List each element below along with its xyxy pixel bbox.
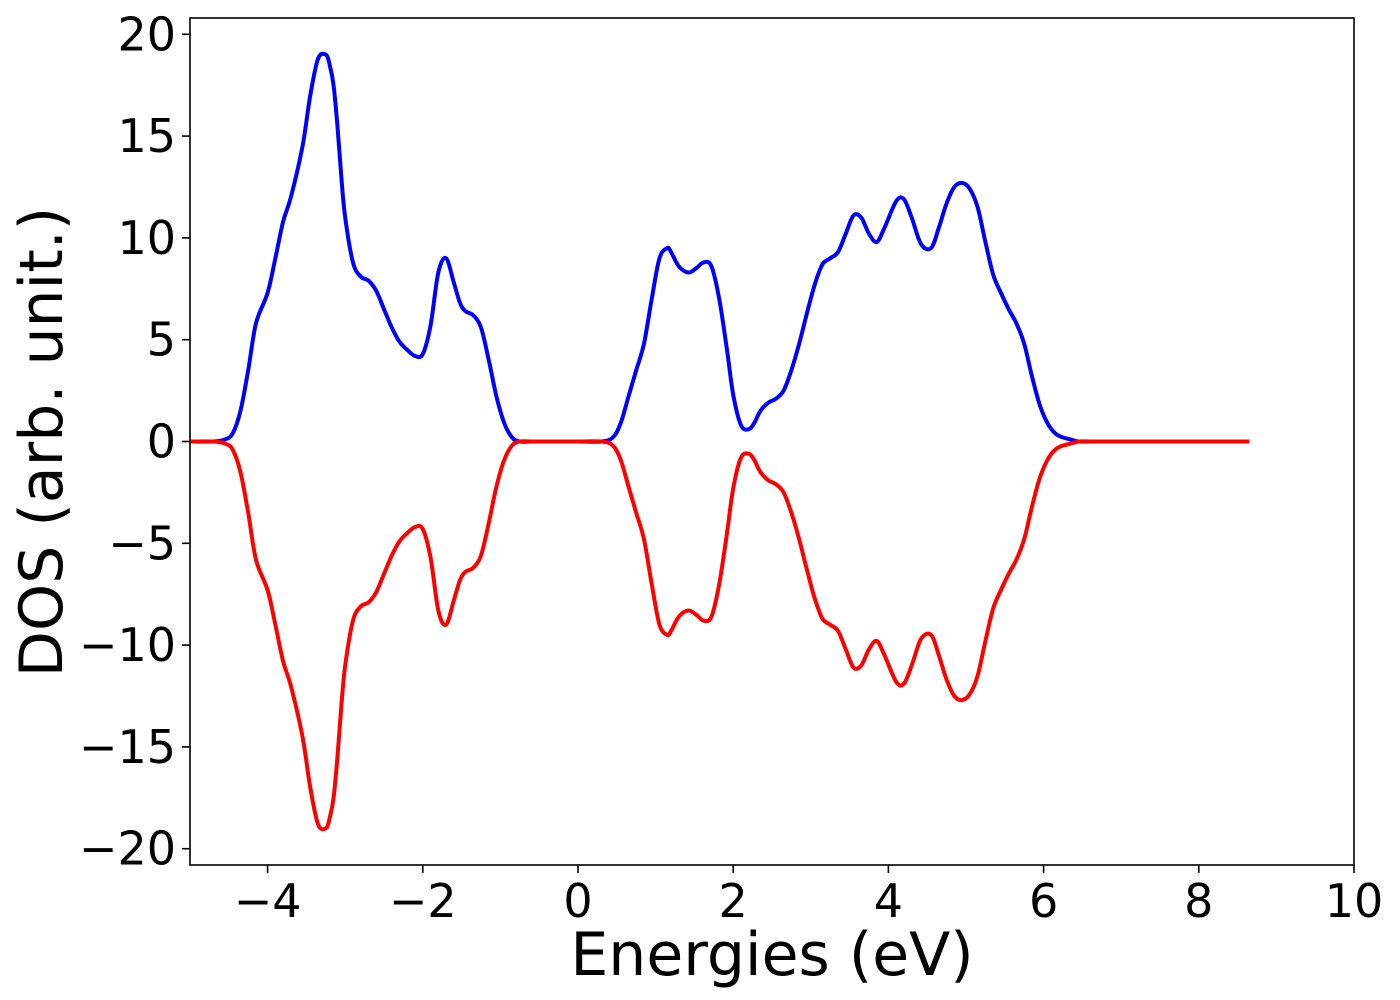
y-tick-label: 10: [117, 211, 176, 265]
y-tick-label: 5: [147, 313, 176, 367]
x-tick-label: 6: [1029, 874, 1058, 928]
x-tick-label: 10: [1325, 874, 1384, 928]
x-axis-ticks: −4 −2 0 2 4 6 8 10: [234, 865, 1384, 928]
y-tick-label: −10: [79, 618, 176, 672]
dos-series-line-2: [189, 439, 1250, 832]
y-tick-label: 0: [147, 415, 176, 469]
series-layer: [189, 51, 1250, 832]
y-tick-label: 15: [117, 109, 176, 163]
y-tick-label: −15: [79, 720, 176, 774]
x-tick-label: 4: [874, 874, 903, 928]
dos-series-line-1: [189, 51, 1250, 444]
y-axis-label: DOS (arb. unit.): [7, 207, 77, 677]
x-tick-label: 8: [1184, 874, 1213, 928]
y-tick-label: −20: [79, 822, 176, 876]
x-tick-label: 0: [563, 874, 592, 928]
x-tick-label: −4: [234, 874, 302, 928]
y-tick-label: −5: [108, 516, 176, 570]
x-tick-label: 2: [719, 874, 748, 928]
y-axis-ticks: 20 15 10 5 0 −5 −10 −15 −20: [79, 7, 190, 876]
x-tick-label: −2: [389, 874, 457, 928]
y-tick-label: 20: [117, 7, 176, 61]
x-axis-label: Energies (eV): [570, 920, 973, 990]
